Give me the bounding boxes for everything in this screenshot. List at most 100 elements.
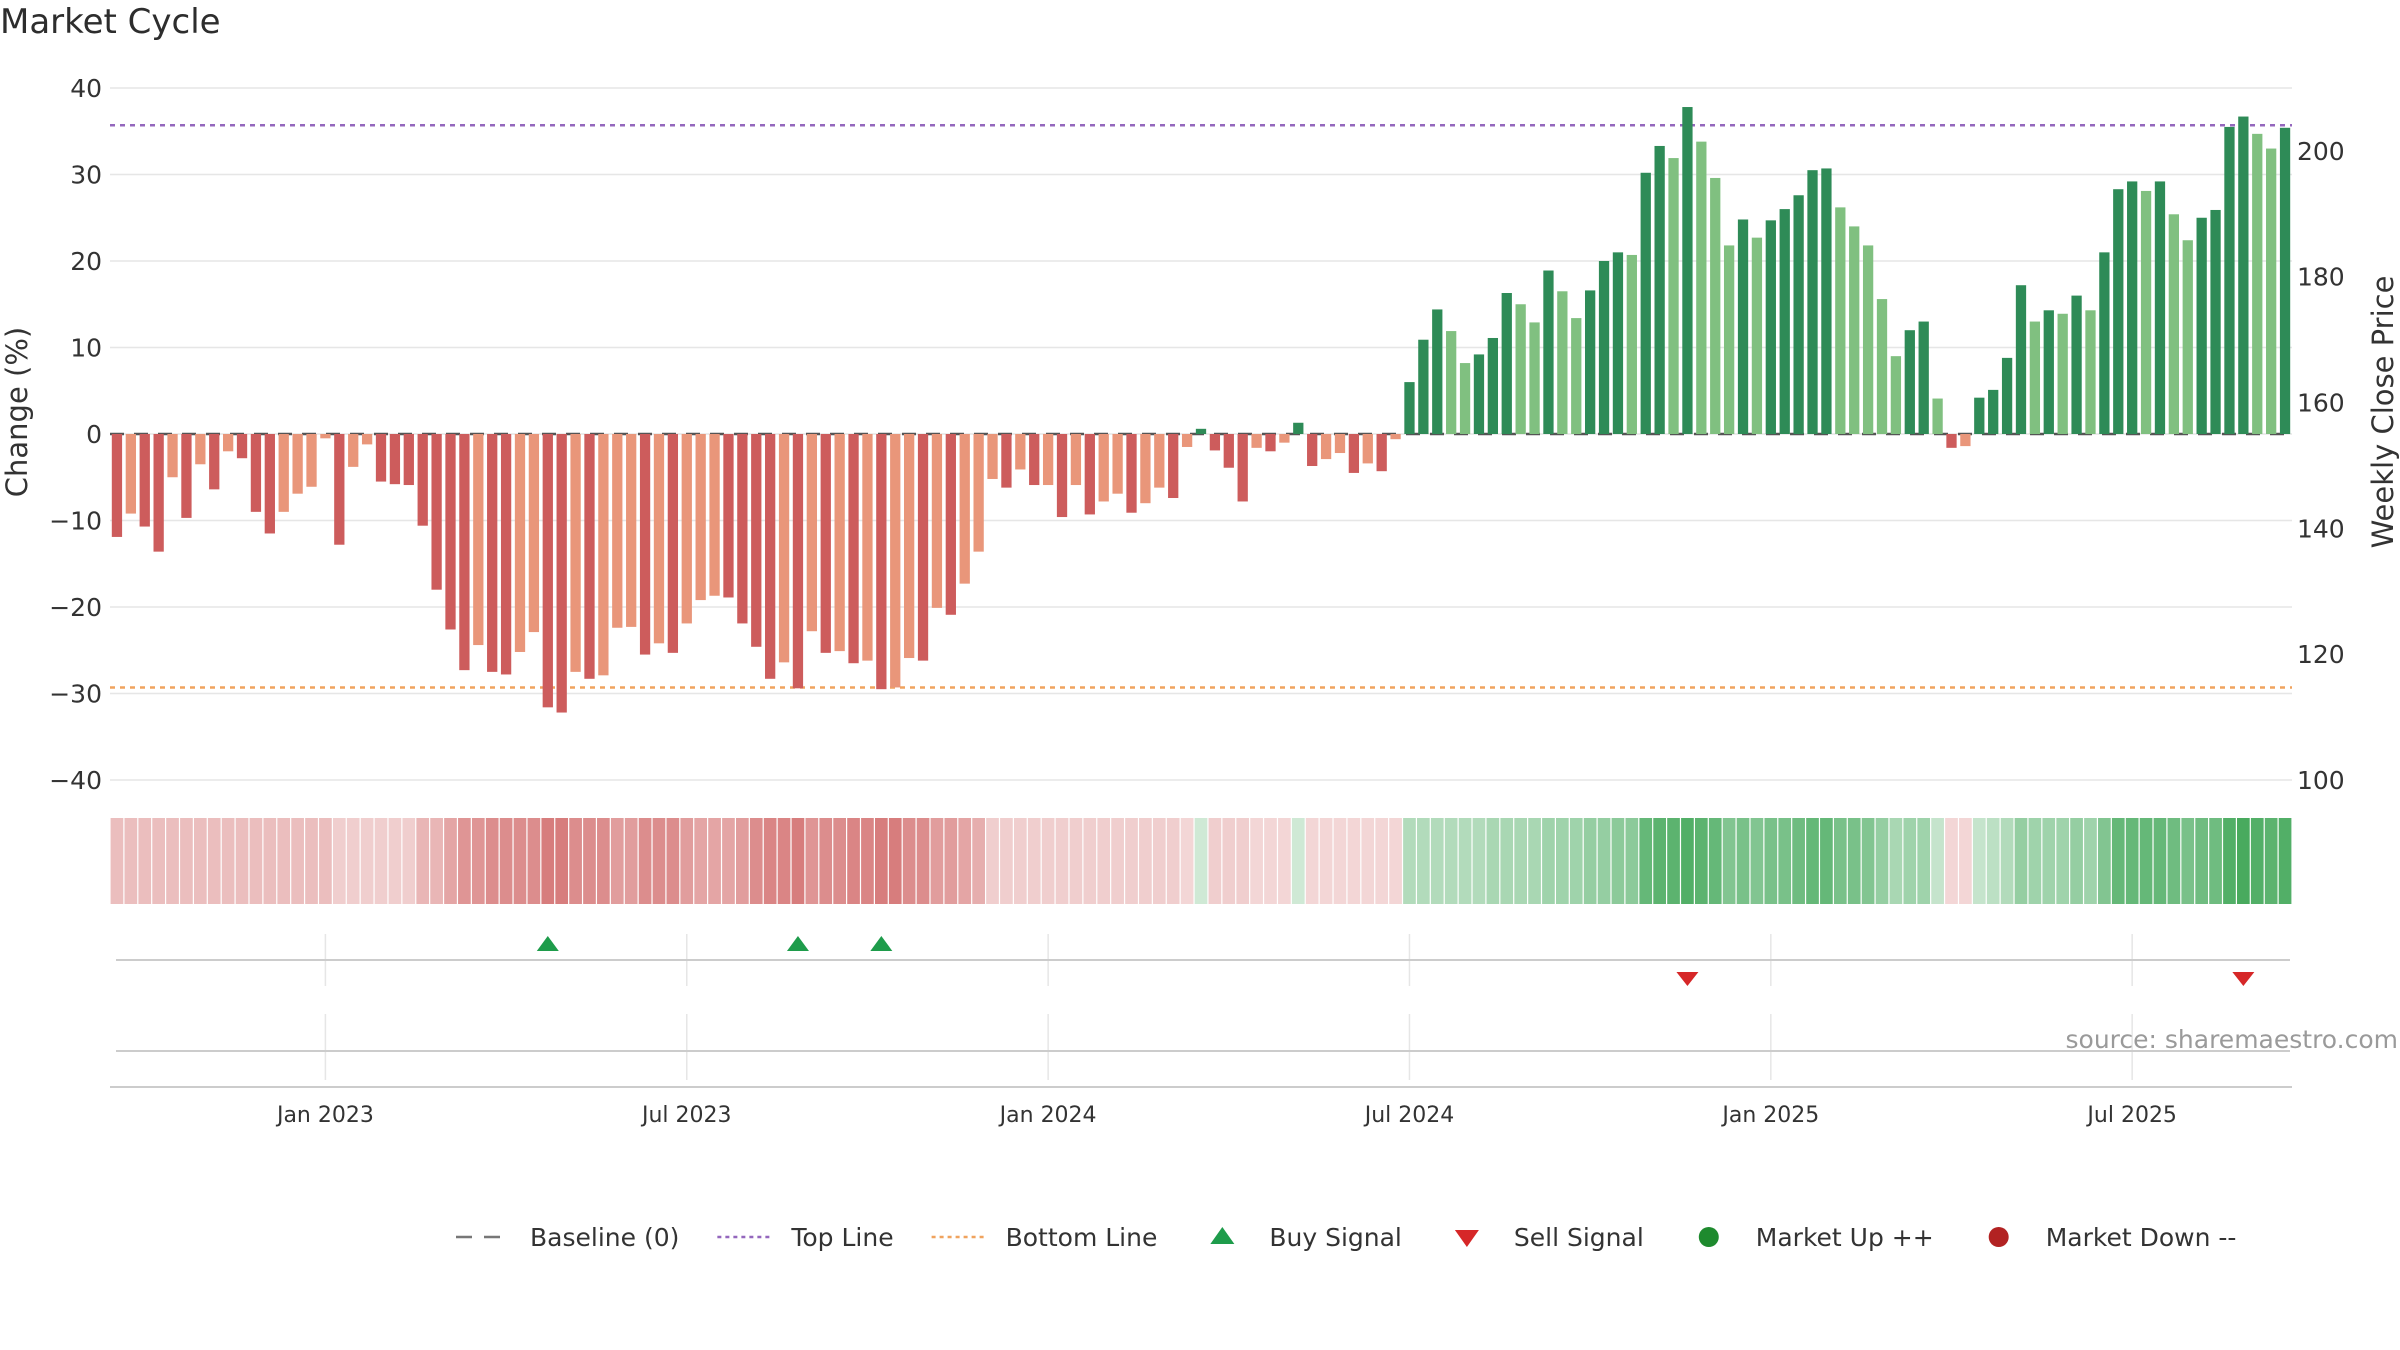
bar: [1821, 168, 1832, 434]
bar: [1585, 290, 1596, 434]
y-tick-label: 40: [70, 74, 102, 103]
bar: [445, 434, 456, 630]
heat-cell: [1333, 818, 1347, 904]
bar: [1459, 363, 1471, 434]
legend-item: Top Line: [717, 1223, 894, 1252]
heat-cell: [1291, 818, 1305, 904]
bar: [348, 434, 359, 467]
bar: [2085, 310, 2096, 434]
heat-cell: [541, 818, 555, 904]
axes: Change (%) Weekly Close Price 403020100−…: [0, 74, 2400, 795]
x-tick-label: Jan 2024: [998, 1103, 1097, 1128]
bar: [2154, 181, 2166, 434]
heat-cell: [124, 818, 138, 904]
heat-cell: [1083, 818, 1097, 904]
bar: [389, 434, 401, 485]
heat-cell: [305, 818, 318, 904]
bar: [1473, 354, 1485, 434]
x-tick-label: Jul 2025: [2085, 1103, 2177, 1128]
heat-cell: [485, 818, 499, 904]
bar: [820, 434, 831, 653]
bar: [2279, 127, 2291, 434]
sell-signal-marker: [1676, 972, 1699, 986]
bar: [2029, 321, 2041, 434]
bar: [890, 434, 901, 688]
bar: [973, 434, 984, 552]
bar: [2210, 209, 2221, 434]
heat-cell: [1708, 818, 1722, 904]
bar: [403, 434, 414, 486]
bar: [987, 434, 998, 479]
heat-cell: [1528, 818, 1541, 904]
heat-cell: [666, 818, 680, 904]
bar: [1737, 219, 1749, 434]
bar: [639, 434, 651, 655]
heat-cell: [1361, 818, 1375, 904]
source-credit: source: sharemaestro.com: [2066, 1025, 2399, 1054]
heat-cell: [708, 818, 721, 904]
legend-label: Sell Signal: [1514, 1223, 1644, 1252]
bar: [431, 434, 442, 590]
heat-cell: [777, 818, 791, 904]
heat-cell: [1736, 818, 1750, 904]
heat-cell: [680, 818, 694, 904]
bar: [1362, 434, 1373, 464]
heat-cell: [736, 818, 749, 904]
y-tick-label: −30: [49, 680, 102, 709]
bar: [2140, 190, 2152, 434]
bar: [1251, 434, 1262, 448]
bar: [2224, 126, 2235, 435]
heat-cell: [2070, 818, 2083, 904]
heat-cell: [1903, 818, 1917, 904]
y2-tick-label: 100: [2297, 766, 2345, 795]
heat-cell: [499, 818, 513, 904]
heat-cell: [888, 818, 902, 904]
bar: [487, 434, 498, 672]
heat-cell: [833, 818, 846, 904]
legend: Baseline (0) Top Line Bottom Line Buy Signa…: [456, 1223, 2236, 1252]
y2-axis-label: Weekly Close Price: [2366, 276, 2400, 549]
bar: [473, 434, 484, 646]
heat-cell: [1403, 818, 1416, 904]
bar: [1265, 434, 1276, 452]
heat-cell: [1152, 818, 1166, 904]
bar: [2057, 313, 2068, 434]
bar: [1070, 434, 1082, 486]
heat-cell: [2139, 818, 2153, 904]
bar: [306, 434, 317, 487]
heat-cell: [319, 818, 332, 904]
heat-cell: [1820, 818, 1833, 904]
bar: [250, 434, 262, 512]
bar: [153, 434, 164, 552]
y-tick-label: 10: [70, 334, 102, 363]
bar: [806, 434, 817, 632]
bar: [945, 434, 956, 615]
bar: [876, 434, 887, 690]
bar: [1056, 434, 1068, 518]
heat-cell: [819, 818, 833, 904]
heat-cell: [958, 818, 972, 904]
heat-cell: [513, 818, 527, 904]
bar: [500, 434, 512, 675]
heat-cell: [1806, 818, 1819, 904]
heat-cell: [1653, 818, 1666, 904]
bar: [1835, 207, 1846, 434]
heat-cell: [374, 818, 388, 904]
heat-cell: [986, 818, 999, 904]
heat-cell: [1764, 818, 1778, 904]
heat-cell: [180, 818, 193, 904]
bar: [667, 434, 679, 653]
heat-cell: [1166, 818, 1180, 904]
bar: [612, 434, 623, 628]
heat-cell: [1139, 818, 1152, 904]
heat-cell: [2125, 818, 2139, 904]
bar: [1112, 434, 1123, 494]
bar: [514, 434, 526, 652]
y-tick-label: 0: [86, 420, 102, 449]
bar: [1042, 434, 1054, 486]
bar: [917, 434, 929, 661]
heat-cell: [722, 818, 735, 904]
heat-cell: [597, 818, 610, 904]
bar: [195, 434, 206, 465]
